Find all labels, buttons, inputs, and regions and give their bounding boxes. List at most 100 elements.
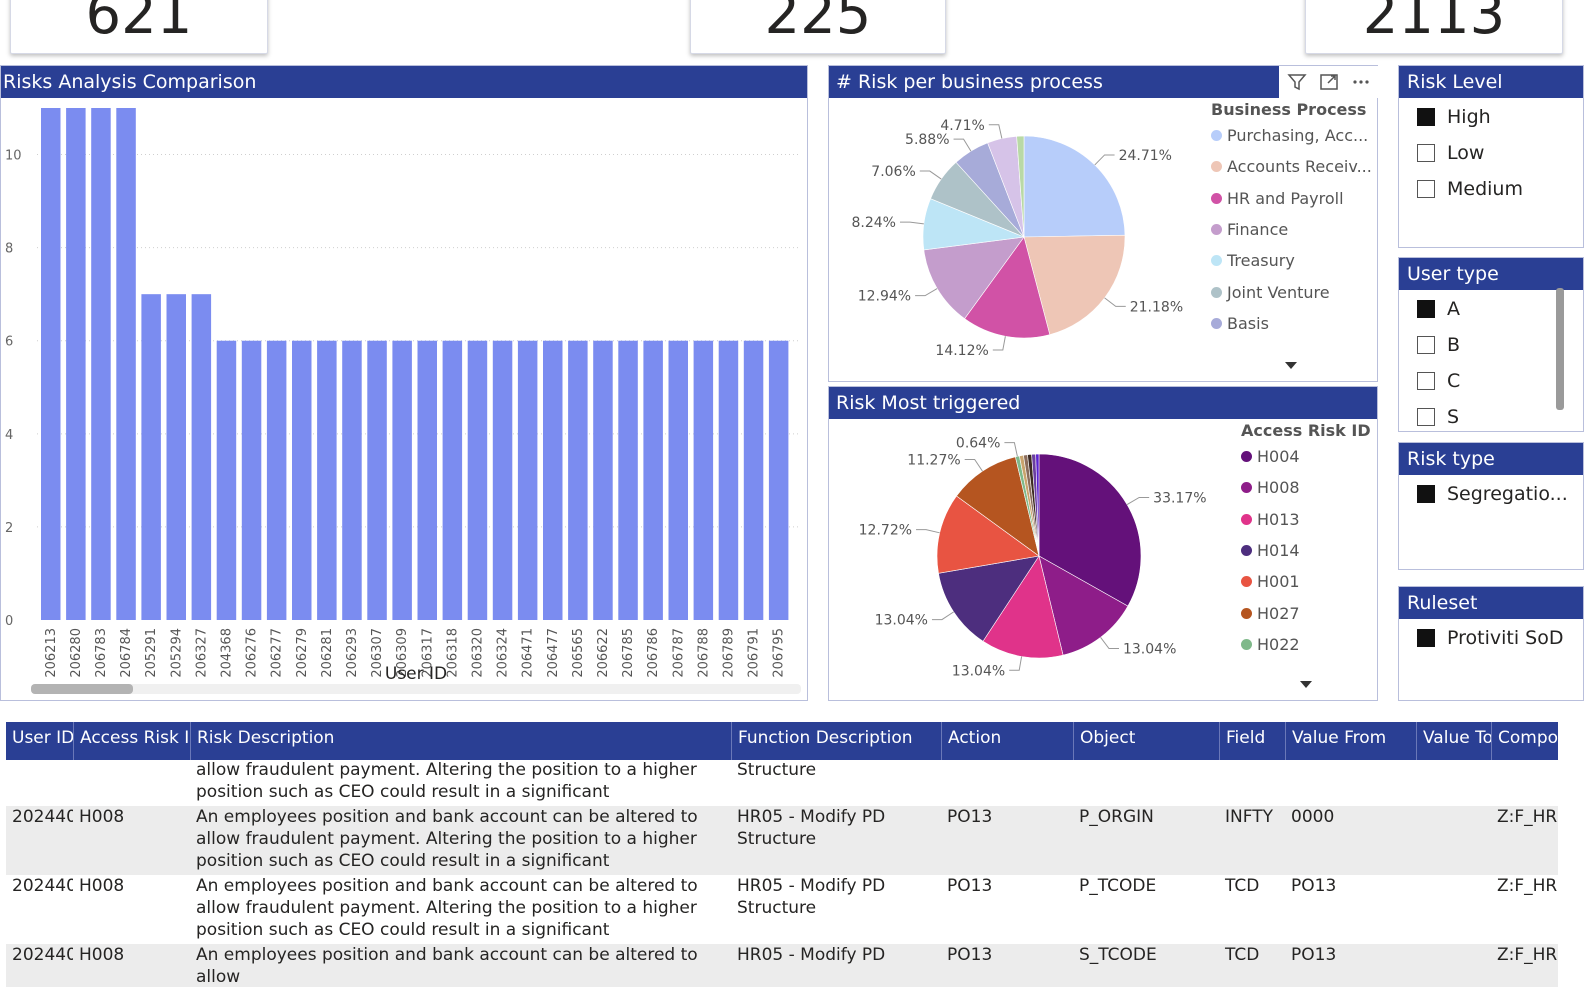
pie-slice[interactable] <box>936 495 1040 574</box>
legend-scroll-down-icon[interactable] <box>1300 681 1312 688</box>
legend-item[interactable]: H004 <box>1241 447 1300 466</box>
risk-level-slicer[interactable]: Risk Level High Low Medium <box>1398 65 1584 248</box>
legend-item[interactable]: Basis <box>1211 314 1269 333</box>
risk-details-table[interactable]: 202440 H008 An employees position and bank… <box>6 722 1558 987</box>
column-header[interactable]: Access Risk ID <box>73 722 190 760</box>
user-type-slicer[interactable]: User type A B C S <box>1398 257 1584 432</box>
pie-slice[interactable] <box>1035 453 1040 557</box>
bar[interactable] <box>191 294 212 620</box>
legend-item[interactable]: H001 <box>1241 572 1300 591</box>
bar[interactable] <box>317 340 337 620</box>
filter-icon[interactable] <box>1285 70 1309 94</box>
table-row[interactable]: 202440 H008 An employees position and bank… <box>6 944 1558 987</box>
bar-chart[interactable]: 0 2 4 6 8 10 206213 206280 206783 206784 205291 205… <box>1 98 809 702</box>
pie-slice[interactable] <box>938 555 1040 642</box>
bar[interactable] <box>718 340 739 620</box>
checkbox[interactable] <box>1417 300 1435 318</box>
checkbox[interactable] <box>1417 144 1435 162</box>
bar[interactable] <box>743 340 764 620</box>
column-header[interactable]: Field <box>1219 722 1285 760</box>
table-row[interactable]: 202440 H008 An employees position and bank… <box>6 806 1558 875</box>
pie-slice[interactable] <box>956 456 1040 557</box>
slicer-option-a[interactable]: A <box>1417 298 1460 320</box>
bar[interactable] <box>266 340 287 620</box>
risk-most-triggered-panel[interactable]: Risk Most triggered 33.17% 13.04% 13.04% 13… <box>828 386 1378 701</box>
pie-slice[interactable] <box>1023 234 1126 336</box>
table-row[interactable]: 202440 H008 An employees position and bank… <box>6 875 1558 944</box>
legend-scroll-down-icon[interactable] <box>1285 362 1297 369</box>
checkbox[interactable] <box>1417 336 1435 354</box>
bar[interactable] <box>116 108 136 620</box>
bar[interactable] <box>668 340 689 620</box>
risk-most-triggered-pie[interactable]: 33.17% 13.04% 13.04% 13.04% 12.72% 11.27%0.64… <box>829 419 1229 702</box>
pie-slice[interactable] <box>1023 135 1126 238</box>
legend-item[interactable]: H014 <box>1241 541 1300 560</box>
business-process-pie-panel[interactable]: # Risk per business process 24.71% 21.18%… <box>828 65 1379 383</box>
business-process-pie[interactable]: 24.71% 21.18% 14.12% 12.94% 8.24% 7.06% 5.88%4… <box>829 98 1209 383</box>
legend-item[interactable]: H022 <box>1241 635 1300 654</box>
column-header[interactable]: Object <box>1073 722 1219 760</box>
horizontal-scrollbar[interactable] <box>31 684 801 694</box>
legend-item[interactable]: Purchasing, Acc... <box>1211 126 1368 145</box>
bar[interactable] <box>292 340 312 620</box>
more-options-icon[interactable] <box>1349 70 1373 94</box>
checkbox[interactable] <box>1417 629 1435 647</box>
slicer-option-c[interactable]: C <box>1417 370 1460 392</box>
bar[interactable] <box>442 340 463 620</box>
bar[interactable] <box>91 108 111 620</box>
column-header[interactable]: Action <box>941 722 1073 760</box>
bar[interactable] <box>517 340 538 620</box>
bar[interactable] <box>417 340 438 620</box>
slicer-option-s[interactable]: S <box>1417 406 1459 428</box>
slicer-option-high[interactable]: High <box>1417 106 1491 128</box>
bar[interactable] <box>467 340 488 620</box>
slicer-scrollbar[interactable] <box>1556 288 1564 410</box>
focus-mode-icon[interactable] <box>1317 70 1341 94</box>
legend-item[interactable]: Joint Venture <box>1211 283 1330 302</box>
pie-slice[interactable] <box>923 236 1025 320</box>
bar[interactable] <box>367 340 387 620</box>
bar[interactable] <box>216 340 237 620</box>
bar[interactable] <box>392 340 412 620</box>
bar[interactable] <box>66 108 86 620</box>
legend-item[interactable]: H013 <box>1241 510 1300 529</box>
column-header[interactable]: Risk Description <box>190 722 731 760</box>
legend-item[interactable]: H008 <box>1241 478 1300 497</box>
legend-item[interactable]: Finance <box>1211 220 1288 239</box>
column-header[interactable]: Function Description <box>731 722 941 760</box>
bar[interactable] <box>166 294 187 620</box>
slicer-option-b[interactable]: B <box>1417 334 1460 356</box>
legend-item[interactable]: HR and Payroll <box>1211 189 1344 208</box>
bar[interactable] <box>241 340 262 620</box>
pie-slice[interactable] <box>964 236 1051 339</box>
checkbox[interactable] <box>1417 108 1435 126</box>
bar[interactable] <box>768 340 789 620</box>
column-header[interactable]: Compos <box>1491 722 1558 760</box>
ruleset-slicer[interactable]: Ruleset Protiviti SoD <box>1398 586 1584 701</box>
slicer-option-low[interactable]: Low <box>1417 142 1484 164</box>
checkbox[interactable] <box>1417 485 1435 503</box>
checkbox[interactable] <box>1417 180 1435 198</box>
pie-slice[interactable] <box>1016 135 1025 238</box>
risk-type-slicer[interactable]: Risk type Segregatio... <box>1398 442 1584 570</box>
checkbox[interactable] <box>1417 372 1435 390</box>
column-header[interactable]: User ID <box>12 728 73 748</box>
bar[interactable] <box>618 340 638 620</box>
bar[interactable] <box>593 340 613 620</box>
bar[interactable] <box>543 340 563 620</box>
checkbox[interactable] <box>1417 408 1435 426</box>
bar[interactable] <box>141 294 161 620</box>
bar[interactable] <box>41 108 61 620</box>
legend-item[interactable]: H027 <box>1241 604 1300 623</box>
slicer-option-medium[interactable]: Medium <box>1417 178 1523 200</box>
slicer-option-segregation[interactable]: Segregatio... <box>1417 483 1568 505</box>
pie-slice[interactable] <box>1038 453 1142 607</box>
bar[interactable] <box>342 340 362 620</box>
legend-item[interactable]: Treasury <box>1211 251 1295 270</box>
bar[interactable] <box>643 340 663 620</box>
bar[interactable] <box>568 340 588 620</box>
bar[interactable] <box>492 340 513 620</box>
scrollbar-thumb[interactable] <box>31 684 133 694</box>
bar-chart-panel[interactable]: Risks Analysis Comparison 0 2 4 6 8 10 206213 2… <box>0 65 808 701</box>
legend-item[interactable]: Accounts Receiv... <box>1211 157 1372 176</box>
